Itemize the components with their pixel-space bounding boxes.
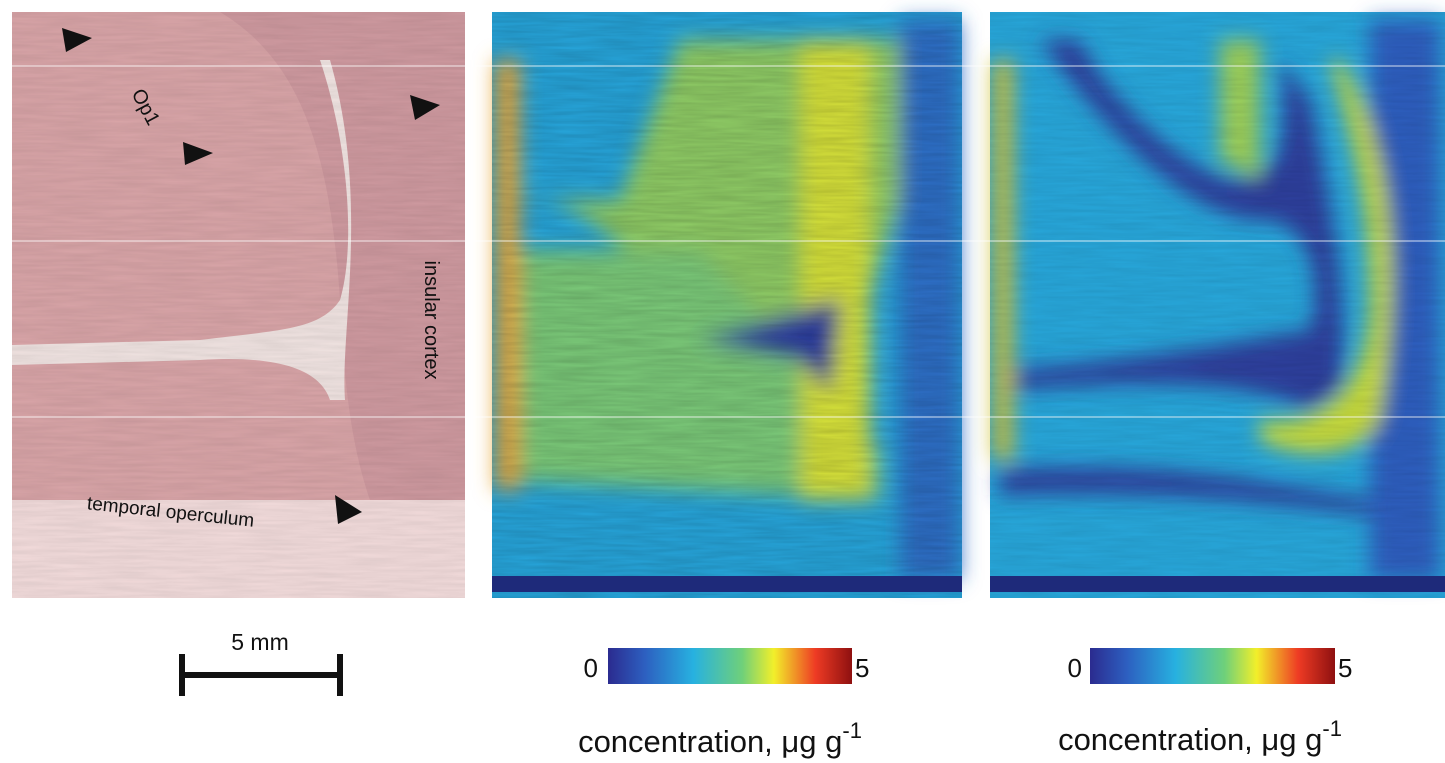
colorbar-min: 0: [584, 653, 598, 683]
colorbar-1: 0 5 concentration, μg g-1: [578, 648, 869, 759]
map-panel-2: [990, 12, 1445, 598]
colorbar-max: 5: [1338, 653, 1352, 683]
colorbar-max: 5: [855, 653, 869, 683]
caption: concentration, μg g-1: [1058, 716, 1342, 757]
label-insular: insular cortex: [420, 261, 442, 380]
caption: concentration, μg g-1: [578, 718, 862, 759]
scan-lines: [12, 65, 1445, 418]
caption-sup: -1: [842, 718, 862, 743]
map-panel-1: [492, 12, 962, 598]
scale-bar: [179, 654, 343, 696]
caption-sup: -1: [1322, 716, 1342, 741]
colorbar-min: 0: [1068, 653, 1082, 683]
caption-text: concentration, μg g: [1058, 722, 1322, 757]
caption-text: concentration, μg g: [578, 724, 842, 759]
scale-label: 5 mm: [231, 629, 289, 655]
histology-panel: Op1 insular cortex temporal operculum: [12, 12, 465, 598]
colorbar-2: 0 5 concentration, μg g-1: [1058, 648, 1352, 757]
